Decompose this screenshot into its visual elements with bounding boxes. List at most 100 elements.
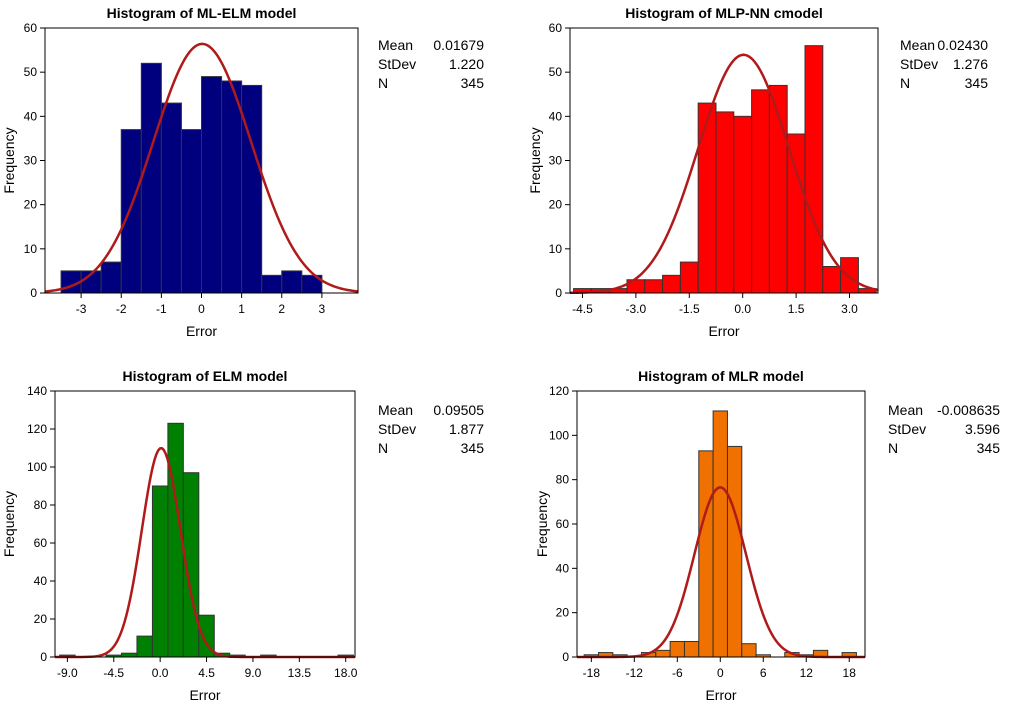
normal-fit-curve [44, 42, 359, 293]
x-tick-label: -18 [583, 666, 601, 680]
stat-value-stdev: 1.877 [449, 421, 484, 437]
stat-label-mean: Mean [378, 402, 413, 418]
plot-frame [54, 390, 356, 658]
stat-label-n: N [378, 75, 388, 91]
stat-value-stdev: 1.220 [449, 56, 484, 72]
histogram-bar [644, 279, 664, 294]
y-tick-label: 60 [556, 517, 570, 531]
y-tick-label: 30 [24, 154, 38, 168]
y-axis-label: Frequency [1, 127, 17, 193]
histogram-bar [712, 410, 728, 658]
histogram-bar [221, 80, 243, 294]
x-tick-label: 12 [800, 666, 814, 680]
y-tick-label: 10 [24, 242, 38, 256]
histogram-bar [715, 111, 735, 294]
y-tick-label: 20 [24, 198, 38, 212]
histogram-bar [840, 257, 859, 294]
stat-value-n: 345 [965, 75, 989, 91]
x-axis-label: Error [705, 687, 736, 702]
histogram-bar [662, 274, 681, 294]
histogram-panel-2: Histogram of MLP-NN cmodel 0 10 20 30 40 50 60 -… [527, 5, 988, 339]
stat-value-n: 345 [977, 440, 1001, 456]
x-tick-label: -4.5 [103, 666, 124, 680]
x-axis-label: Error [708, 323, 739, 339]
y-tick-label: 0 [562, 650, 569, 664]
histogram-bar [697, 102, 717, 294]
stat-label-mean: Mean [888, 402, 923, 418]
chart-title: Histogram of ML-ELM model [107, 5, 297, 21]
y-tick-label: 40 [24, 109, 38, 123]
x-tick-label: 9.0 [245, 666, 262, 680]
x-tick-label: 1.5 [788, 302, 805, 316]
y-tick-label: 80 [556, 473, 570, 487]
x-tick-label: -3 [76, 302, 87, 316]
x-tick-label: 13.5 [288, 666, 312, 680]
x-axis-label: Error [186, 323, 217, 339]
stat-label-mean: Mean [900, 37, 935, 53]
chart-title: Histogram of ELM model [123, 368, 288, 384]
stat-label-stdev: StDev [378, 421, 416, 437]
x-tick-label: 4.5 [198, 666, 215, 680]
x-tick-label: 3.0 [841, 302, 858, 316]
normal-fit-curve [569, 53, 879, 295]
stat-label-n: N [378, 440, 388, 456]
histogram-bar [201, 76, 223, 294]
histogram-bar [751, 89, 770, 294]
x-tick-label: 2 [278, 302, 285, 316]
histogram-bar [786, 133, 806, 294]
stat-value-mean: 0.09505 [433, 402, 484, 418]
y-axis-label: Frequency [534, 491, 550, 557]
histogram-bar [120, 652, 138, 658]
histogram-bar [804, 45, 824, 294]
histogram-bar [261, 274, 283, 294]
x-tick-label: -6 [672, 666, 683, 680]
x-tick-label: -2 [116, 302, 127, 316]
y-tick-label: 10 [549, 242, 563, 256]
x-tick-label: -1 [156, 302, 167, 316]
x-tick-label: 0 [198, 302, 205, 316]
y-tick-label: 30 [549, 154, 563, 168]
histogram-bar [698, 450, 714, 658]
stat-label-stdev: StDev [900, 56, 938, 72]
histogram-bar [822, 266, 842, 294]
stat-value-n: 345 [461, 75, 485, 91]
y-tick-label: 140 [27, 384, 47, 398]
x-tick-label: -1.5 [679, 302, 700, 316]
x-tick-label: 6 [760, 666, 767, 680]
y-tick-label: 100 [549, 428, 569, 442]
histogram-bar [683, 640, 700, 658]
stat-value-mean: 0.02430 [937, 37, 988, 53]
y-tick-label: 20 [556, 606, 570, 620]
y-tick-label: 50 [549, 65, 563, 79]
stat-label-n: N [888, 440, 898, 456]
stat-label-stdev: StDev [888, 421, 926, 437]
y-axis-label: Frequency [1, 491, 17, 557]
histogram-bar [140, 62, 162, 294]
histogram-bar [655, 649, 671, 658]
stat-label-stdev: StDev [378, 56, 416, 72]
y-tick-label: 50 [24, 65, 38, 79]
y-tick-label: 60 [24, 21, 38, 35]
histogram-bar [679, 261, 699, 294]
histogram-panel-3: Histogram of ELM model 0 20 40 60 80 100 120 140… [1, 368, 484, 702]
histogram-bar [136, 635, 153, 658]
stat-value-mean: 0.01679 [433, 37, 484, 53]
y-tick-label: 120 [27, 422, 47, 436]
histogram-bar [741, 643, 757, 658]
y-tick-label: 20 [34, 612, 48, 626]
histogram-bar [733, 115, 753, 294]
y-tick-label: 120 [549, 384, 569, 398]
histogram-bar [120, 129, 142, 294]
chart-title: Histogram of MLP-NN cmodel [625, 5, 823, 21]
y-tick-label: 40 [549, 109, 563, 123]
x-tick-label: 18.0 [334, 666, 358, 680]
histogram-bar [100, 261, 122, 294]
x-tick-label: -4.5 [572, 302, 593, 316]
y-tick-label: 20 [549, 198, 563, 212]
histogram-bar [180, 129, 202, 294]
stat-label-n: N [900, 75, 910, 91]
histogram-bar [726, 445, 743, 658]
y-tick-label: 0 [30, 286, 37, 300]
y-tick-label: 0 [555, 286, 562, 300]
